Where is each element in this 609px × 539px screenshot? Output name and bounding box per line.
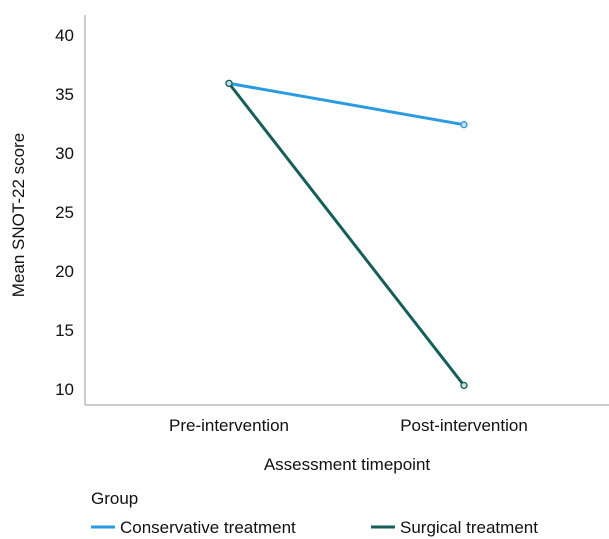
y-axis-title: Mean SNOT-22 score xyxy=(9,133,28,297)
legend-label: Surgical treatment xyxy=(400,518,538,537)
data-point-conservative-treatment xyxy=(460,121,468,129)
x-axis-title: Assessment timepoint xyxy=(264,455,431,474)
legend: Group Conservative treatment Surgical tre… xyxy=(91,489,538,537)
y-tick-label: 10 xyxy=(55,380,74,399)
y-tick-label: 30 xyxy=(55,144,74,163)
data-point-surgical-treatment xyxy=(460,381,468,390)
data-point-surgical-treatment xyxy=(225,79,233,88)
series-line-conservative-treatment xyxy=(227,81,466,127)
y-tick-label: 20 xyxy=(55,262,74,281)
y-tick-label: 25 xyxy=(55,203,74,222)
x-tick-label: Post-intervention xyxy=(400,416,528,435)
y-axis-ticks: 10 15 20 25 30 35 40 xyxy=(55,26,74,399)
legend-items: Conservative treatment Surgical treatment xyxy=(91,518,538,537)
legend-title: Group xyxy=(91,489,138,508)
y-tick-label: 15 xyxy=(55,321,74,340)
series-layer xyxy=(225,79,468,390)
y-tick-label: 35 xyxy=(55,85,74,104)
x-tick-label: Pre-intervention xyxy=(169,416,289,435)
legend-item: Surgical treatment xyxy=(371,518,538,537)
x-axis-ticks: Pre-intervention Post-intervention xyxy=(169,416,528,435)
series-line-surgical-treatment xyxy=(227,81,466,387)
legend-item: Conservative treatment xyxy=(91,518,296,537)
legend-label: Conservative treatment xyxy=(120,518,296,537)
y-tick-label: 40 xyxy=(55,26,74,45)
